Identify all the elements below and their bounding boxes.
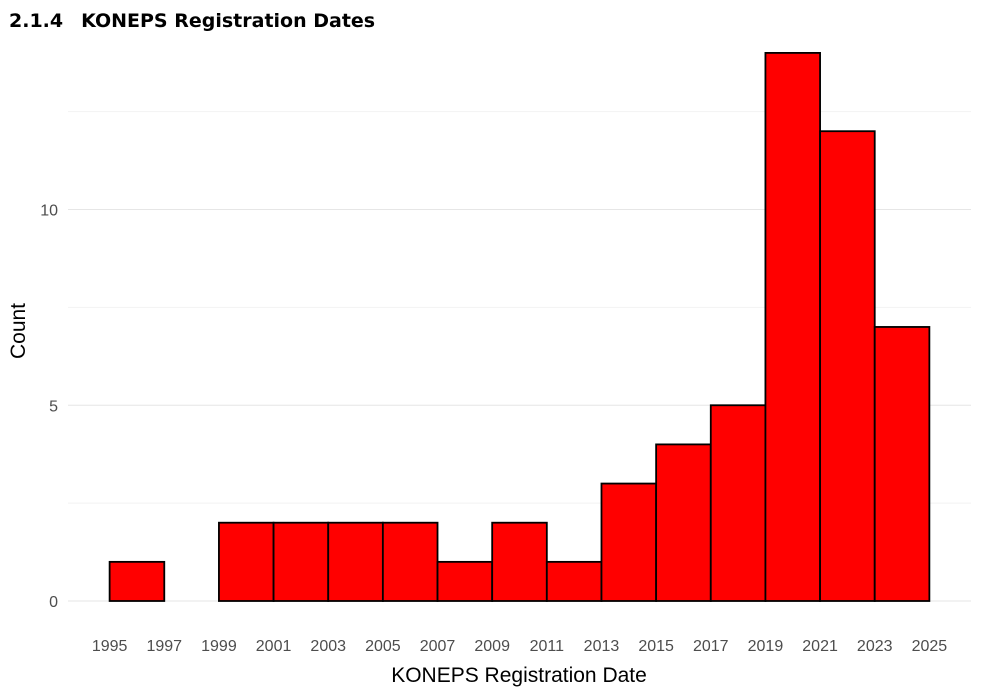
x-tick-label: 2021	[802, 638, 838, 655]
y-tick-label: 5	[49, 398, 58, 415]
x-tick-label: 2003	[310, 638, 346, 655]
x-tick-label: 2015	[638, 638, 674, 655]
x-tick-label: 2009	[474, 638, 510, 655]
histogram-bar	[108, 560, 166, 602]
histogram-bar	[819, 130, 876, 602]
y-axis-title: Count	[7, 303, 30, 359]
x-tick-label: 1997	[146, 638, 182, 655]
histogram-bar	[545, 560, 603, 602]
x-axis-title: KONEPS Registration Date	[391, 664, 647, 687]
x-tick-label: 1999	[201, 638, 237, 655]
histogram-bar	[873, 326, 931, 602]
x-tick-label: 2023	[857, 638, 893, 655]
histogram-bar	[327, 521, 384, 602]
histogram-bar	[381, 521, 439, 602]
y-tick-label: 0	[49, 594, 58, 611]
histogram-bars	[108, 52, 931, 602]
histogram-bar	[436, 560, 494, 602]
section-number: 2.1.4	[9, 10, 64, 32]
x-axis-ticks: 1995 1997 1999 2001 2003 2005 2007 2009 2011 2013…	[92, 638, 947, 655]
x-tick-label: 2001	[256, 638, 292, 655]
x-tick-label: 2013	[584, 638, 620, 655]
section-heading: 2.1.4 KONEPS Registration Dates	[9, 10, 375, 32]
histogram-bar	[709, 404, 767, 602]
x-tick-label: 2005	[365, 638, 401, 655]
histogram-bar	[764, 52, 821, 602]
histogram-bar	[655, 443, 712, 602]
y-axis-ticks: 0 5 10	[40, 203, 58, 612]
x-tick-label: 1995	[92, 638, 128, 655]
x-tick-label: 2011	[530, 638, 565, 655]
histogram-bar	[272, 521, 330, 602]
x-tick-label: 2007	[420, 638, 456, 655]
histogram-bar	[491, 521, 548, 602]
x-tick-label: 2017	[693, 638, 729, 655]
histogram-bar	[218, 521, 275, 602]
histogram-bar	[600, 482, 658, 602]
x-tick-label: 2019	[748, 638, 784, 655]
y-tick-label: 10	[40, 203, 58, 220]
section-title: KONEPS Registration Dates	[81, 10, 376, 32]
x-tick-label: 2025	[912, 638, 948, 655]
